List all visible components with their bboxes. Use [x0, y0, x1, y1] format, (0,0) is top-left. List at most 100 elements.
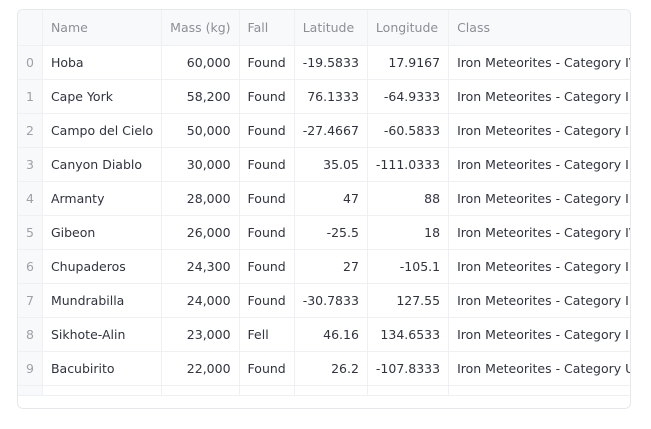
name-cell[interactable]: Cape York [42, 79, 163, 114]
name-cell[interactable]: Armanty [42, 181, 163, 216]
row-index-cell[interactable]: 8 [18, 317, 43, 352]
table-row-partial [18, 385, 630, 396]
latitude-cell[interactable]: 27 [294, 249, 368, 284]
class-cell[interactable]: Iron Meteorites - Category I [448, 317, 630, 352]
mass-cell[interactable]: 22,000 [161, 351, 240, 386]
column-header-mass[interactable]: Mass (kg) [161, 10, 240, 46]
class-cell[interactable]: Iron Meteorites - Category I [448, 113, 630, 148]
longitude-cell[interactable]: -64.9333 [367, 79, 450, 114]
class-cell[interactable]: Iron Meteorites - Category I [448, 283, 630, 318]
row-index-cell [18, 385, 43, 396]
table-row[interactable]: 1 Cape York 58,200 Found 76.1333 -64.9333 Iron… [18, 79, 630, 114]
fall-cell [239, 385, 295, 396]
row-index-cell[interactable]: 5 [18, 215, 43, 250]
latitude-cell[interactable]: 35.05 [294, 147, 368, 182]
row-index-cell[interactable]: 9 [18, 351, 43, 386]
fall-cell[interactable]: Found [239, 45, 295, 80]
mass-cell[interactable]: 60,000 [161, 45, 240, 80]
longitude-cell[interactable]: 17.9167 [367, 45, 450, 80]
fall-cell[interactable]: Found [239, 283, 295, 318]
data-table-frame: Name Mass (kg) Fall Latitude Longitude C… [17, 9, 631, 409]
table-row[interactable]: 7 Mundrabilla 24,000 Found -30.7833 127.55 Iro… [18, 283, 630, 318]
fall-cell[interactable]: Found [239, 351, 295, 386]
fall-cell[interactable]: Found [239, 181, 295, 216]
latitude-cell[interactable]: 46.16 [294, 317, 368, 352]
longitude-cell[interactable]: 88 [367, 181, 450, 216]
table-row[interactable]: 0 Hoba 60,000 Found -19.5833 17.9167 Iron Mete… [18, 45, 630, 80]
row-index-cell[interactable]: 1 [18, 79, 43, 114]
longitude-cell[interactable]: -107.8333 [367, 351, 450, 386]
meteorite-table: Name Mass (kg) Fall Latitude Longitude C… [18, 10, 630, 396]
name-cell[interactable]: Gibeon [42, 215, 163, 250]
class-cell[interactable]: Iron Meteorites - Category IV [448, 45, 630, 80]
name-cell[interactable]: Bacubirito [42, 351, 163, 386]
longitude-cell[interactable]: 134.6533 [367, 317, 450, 352]
longitude-cell[interactable]: -111.0333 [367, 147, 450, 182]
table-row[interactable]: 4 Armanty 28,000 Found 47 88 Iron Meteorites -… [18, 181, 630, 216]
row-index-cell[interactable]: 0 [18, 45, 43, 80]
name-cell[interactable]: Hoba [42, 45, 163, 80]
row-index-cell[interactable]: 3 [18, 147, 43, 182]
longitude-cell [367, 385, 450, 396]
longitude-cell[interactable]: -60.5833 [367, 113, 450, 148]
mass-cell[interactable]: 24,000 [161, 283, 240, 318]
table-header: Name Mass (kg) Fall Latitude Longitude C… [18, 10, 630, 46]
row-index-cell[interactable]: 7 [18, 283, 43, 318]
column-header-fall[interactable]: Fall [239, 10, 295, 46]
mass-cell[interactable]: 28,000 [161, 181, 240, 216]
name-cell[interactable]: Mundrabilla [42, 283, 163, 318]
class-cell[interactable]: Iron Meteorites - Category I [448, 79, 630, 114]
table-row[interactable]: 5 Gibeon 26,000 Found -25.5 18 Iron Meteorites… [18, 215, 630, 250]
latitude-cell[interactable]: -25.5 [294, 215, 368, 250]
class-cell[interactable]: Iron Meteorites - Category U ( [448, 351, 630, 386]
horizontal-scrollbar[interactable] [18, 402, 630, 408]
fall-cell[interactable]: Found [239, 249, 295, 284]
fall-cell[interactable]: Fell [239, 317, 295, 352]
column-header-name[interactable]: Name [42, 10, 163, 46]
table-row[interactable]: 2 Campo del Cielo 50,000 Found -27.4667 -60.5… [18, 113, 630, 148]
name-cell[interactable]: Sikhote-Alin [42, 317, 163, 352]
mass-cell[interactable]: 58,200 [161, 79, 240, 114]
mass-cell[interactable]: 50,000 [161, 113, 240, 148]
latitude-cell[interactable]: 47 [294, 181, 368, 216]
longitude-cell[interactable]: -105.1 [367, 249, 450, 284]
fall-cell[interactable]: Found [239, 113, 295, 148]
latitude-cell[interactable]: -19.5833 [294, 45, 368, 80]
class-cell[interactable]: Iron Meteorites - Category I [448, 249, 630, 284]
table-row[interactable]: 9 Bacubirito 22,000 Found 26.2 -107.8333 Iron … [18, 351, 630, 386]
mass-cell[interactable]: 24,300 [161, 249, 240, 284]
column-header-longitude[interactable]: Longitude [367, 10, 450, 46]
longitude-cell[interactable]: 127.55 [367, 283, 450, 318]
table-row[interactable]: 6 Chupaderos 24,300 Found 27 -105.1 Iron Meteo… [18, 249, 630, 284]
class-cell [448, 385, 630, 396]
name-cell [42, 385, 163, 396]
mass-cell [161, 385, 240, 396]
table-row[interactable]: 8 Sikhote-Alin 23,000 Fell 46.16 134.6533 Iron… [18, 317, 630, 352]
class-cell[interactable]: Iron Meteorites - Category IV [448, 215, 630, 250]
latitude-cell[interactable]: 26.2 [294, 351, 368, 386]
name-cell[interactable]: Campo del Cielo [42, 113, 163, 148]
fall-cell[interactable]: Found [239, 147, 295, 182]
table-body: 0 Hoba 60,000 Found -19.5833 17.9167 Iron Mete… [18, 45, 630, 396]
mass-cell[interactable]: 23,000 [161, 317, 240, 352]
longitude-cell[interactable]: 18 [367, 215, 450, 250]
row-index-cell[interactable]: 2 [18, 113, 43, 148]
class-cell[interactable]: Iron Meteorites - Category I [448, 147, 630, 182]
fall-cell[interactable]: Found [239, 79, 295, 114]
class-cell[interactable]: Iron Meteorites - Category II [448, 181, 630, 216]
row-index-cell[interactable]: 6 [18, 249, 43, 284]
row-index-cell[interactable]: 4 [18, 181, 43, 216]
header-row: Name Mass (kg) Fall Latitude Longitude C… [18, 10, 630, 46]
table-row[interactable]: 3 Canyon Diablo 30,000 Found 35.05 -111.0333 I… [18, 147, 630, 182]
column-header-class[interactable]: Class [448, 10, 630, 46]
column-header-latitude[interactable]: Latitude [294, 10, 368, 46]
name-cell[interactable]: Chupaderos [42, 249, 163, 284]
latitude-cell[interactable]: -30.7833 [294, 283, 368, 318]
name-cell[interactable]: Canyon Diablo [42, 147, 163, 182]
fall-cell[interactable]: Found [239, 215, 295, 250]
latitude-cell[interactable]: 76.1333 [294, 79, 368, 114]
mass-cell[interactable]: 30,000 [161, 147, 240, 182]
latitude-cell[interactable]: -27.4667 [294, 113, 368, 148]
mass-cell[interactable]: 26,000 [161, 215, 240, 250]
column-header-index[interactable] [18, 10, 43, 46]
